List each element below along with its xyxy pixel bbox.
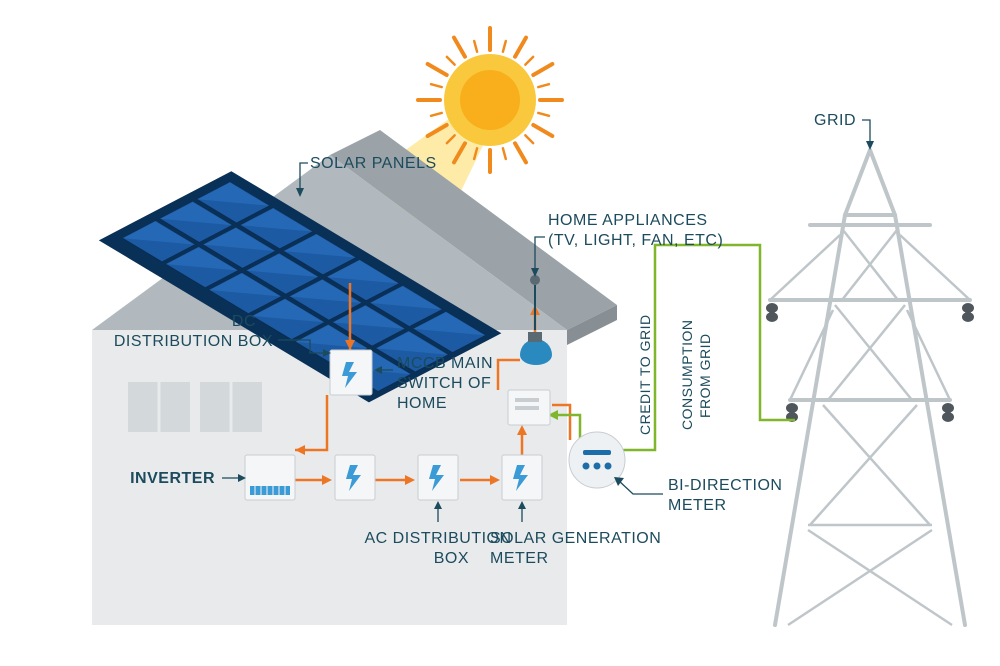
ac-distribution-box <box>418 455 458 500</box>
consumption-label-2: FROM GRID <box>697 333 713 418</box>
inverter-box <box>245 455 295 500</box>
grid-wiring <box>548 245 795 450</box>
appliances-label-1: HOME APPLIANCES <box>548 212 708 229</box>
dc-distribution-box <box>330 350 372 395</box>
consumption-label-1: CONSUMPTION <box>679 320 695 431</box>
grid-tower-icon <box>766 150 974 625</box>
mccb-label-1: MCCB MAIN <box>397 355 493 372</box>
home-switch-box <box>508 390 550 425</box>
solar-meter-label-1: SOLAR GENERATION <box>490 530 661 547</box>
ac-box-label-2: BOX <box>434 550 469 567</box>
bimeter-label-2: METER <box>668 497 727 514</box>
grid-label: GRID <box>814 112 856 129</box>
mccb-label-2: SWITCH OF <box>397 375 491 392</box>
inverter-label: INVERTER <box>130 470 215 487</box>
credit-label: CREDIT TO GRID <box>637 314 653 435</box>
dc-box-label-1: DC <box>232 313 256 330</box>
bimeter-label-1: BI-DIRECTION <box>668 477 782 494</box>
diagram-canvas: CREDIT TO GRID CONSUMPTION FROM GRID SOL… <box>0 0 1000 666</box>
solar-meter-label-2: METER <box>490 550 549 567</box>
dc-box-label-2: DISTRIBUTION BOX <box>114 333 273 350</box>
solar-panels-label: SOLAR PANELS <box>310 155 437 172</box>
mccb-box <box>335 455 375 500</box>
mccb-label-3: HOME <box>397 395 447 412</box>
solar-generation-meter <box>502 455 542 500</box>
appliances-label-2: (TV, LIGHT, FAN, ETC) <box>548 232 723 249</box>
